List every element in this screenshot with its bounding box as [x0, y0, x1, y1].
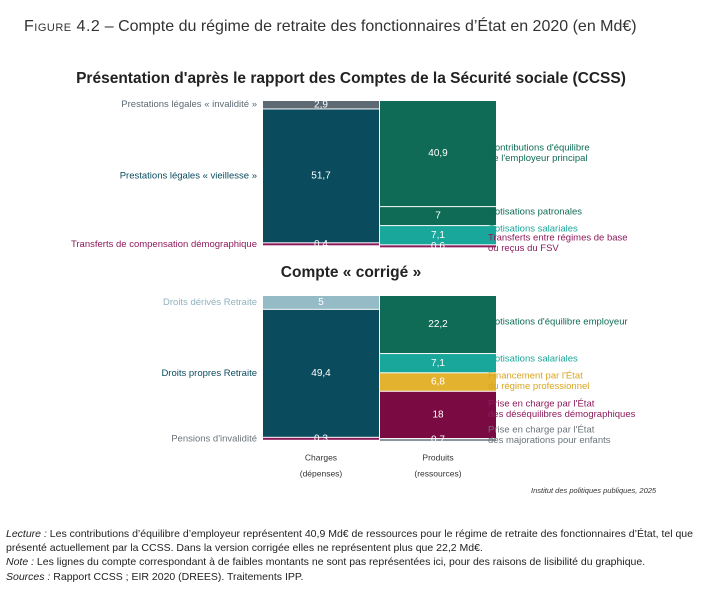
- top-charges-value-1: 51,7: [311, 171, 331, 182]
- top-charges-value-0: 2,9: [314, 99, 328, 110]
- note-text: Les lignes du compte correspondant à de …: [34, 556, 646, 569]
- bottom-produits-value-2: 6,8: [431, 377, 445, 388]
- category-label-produits-sub: (ressources): [414, 468, 461, 478]
- bottom-right-label-0-0: Cotisations d'équilibre employeur: [488, 317, 628, 328]
- bottom-produits-bar-1: [380, 354, 496, 373]
- category-label-charges: Charges: [305, 452, 337, 462]
- bottom-charges-bar-2: [263, 437, 379, 440]
- source-credit: Institut des politiques publiques, 2025: [531, 486, 657, 495]
- bottom-right-label-1-0: Cotisations salariales: [488, 354, 578, 365]
- bottom-right-label-4-1: des majorations pour enfants: [488, 435, 611, 446]
- top-left-label-0: Prestations légales « invalidité »: [121, 99, 257, 110]
- bottom-left-label-1: Droits propres Retraite: [161, 368, 257, 379]
- top-left-label-2: Transferts de compensation démographique: [71, 239, 257, 250]
- top-right-label-3-1: ou reçus du FSV: [488, 243, 559, 254]
- top-produits-bar-0: [380, 101, 496, 207]
- top-right-label-0-0: Contributions d'équilibre: [488, 142, 590, 153]
- figure-title: Figure 4.2 – Compte du régime de retrait…: [24, 18, 637, 36]
- category-label-charges-sub: (dépenses): [300, 468, 343, 478]
- top-produits-bar-3: [380, 245, 496, 248]
- top-right-label-2-0: Cotisations salariales: [488, 224, 578, 235]
- bottom-charges-bar-1: [263, 309, 379, 437]
- figure-number: Figure 4.2: [24, 18, 101, 35]
- lecture-note: Lecture : Les contributions d’équilibre …: [6, 527, 696, 555]
- top-left-label-1: Prestations légales « vieillesse »: [120, 170, 257, 181]
- top-charges-value-2: 0,4: [314, 239, 328, 250]
- top-produits-value-2: 7,1: [431, 230, 445, 241]
- figure-title-text: – Compte du régime de retraite des fonct…: [100, 18, 637, 35]
- bottom-left-label-0: Droits dérivés Retraite: [163, 297, 257, 308]
- bottom-produits-bar-0: [380, 296, 496, 354]
- bottom-charges-bar-0: [263, 296, 379, 309]
- bottom-right-label-4-0: Prise en charge par l'État: [488, 424, 595, 435]
- top-produits-value-1: 7: [435, 211, 441, 222]
- category-label-produits: Produits: [422, 452, 453, 462]
- note-label: Note :: [6, 556, 35, 569]
- sources-label: Sources :: [6, 570, 51, 583]
- top-chart-title: Présentation d'après le rapport des Comp…: [76, 70, 626, 87]
- bottom-right-label-3-1: des déséquilibres démographiques: [488, 409, 636, 420]
- top-produits-bar-1: [380, 207, 496, 226]
- top-produits-value-3: 0,6: [431, 241, 445, 252]
- top-right-label-1-0: Cotisations patronales: [488, 207, 582, 218]
- figure-notes: Lecture : Les contributions d’équilibre …: [6, 527, 696, 584]
- sources-line: Sources : Rapport CCSS ; EIR 2020 (DREES…: [6, 570, 696, 584]
- sources-text: Rapport CCSS ; EIR 2020 (DREES). Traitem…: [50, 570, 304, 583]
- bottom-produits-bar-3: [380, 391, 496, 439]
- note-line: Note : Les lignes du compte correspondan…: [6, 555, 696, 569]
- bottom-right-label-2-1: du régime professionnel: [488, 381, 589, 392]
- bottom-produits-value-4: 0,7: [431, 435, 445, 446]
- top-right-label-0-1: de l'employeur principal: [488, 153, 588, 164]
- bottom-produits-bar-2: [380, 373, 496, 391]
- bottom-chart-title: Compte « corrigé »: [280, 264, 422, 281]
- bottom-produits-bar-4: [380, 439, 496, 442]
- bottom-produits-value-0: 22,2: [428, 319, 448, 330]
- bottom-charges-value-1: 49,4: [311, 368, 331, 379]
- bottom-produits-value-1: 7,1: [431, 358, 445, 369]
- lecture-text: Les contributions d’équilibre d’employeu…: [6, 528, 693, 555]
- bottom-produits-value-3: 18: [432, 410, 444, 421]
- top-right-label-3-0: Transferts entre régimes de base: [488, 232, 628, 243]
- top-charges-bar-1: [263, 109, 379, 243]
- bottom-charges-value-2: 0,3: [314, 433, 328, 444]
- lecture-label: Lecture :: [6, 528, 47, 540]
- top-charges-bar-0: [263, 101, 379, 109]
- bottom-left-label-2: Pensions d'invalidité: [171, 433, 257, 444]
- bottom-right-label-2-0: Financement par l'État: [488, 370, 583, 381]
- bottom-charges-value-0: 5: [318, 297, 324, 308]
- bottom-right-label-3-0: Prise en charge par l'État: [488, 398, 595, 409]
- top-charges-bar-2: [263, 243, 379, 246]
- top-produits-value-0: 40,9: [428, 148, 448, 159]
- top-produits-bar-2: [380, 226, 496, 245]
